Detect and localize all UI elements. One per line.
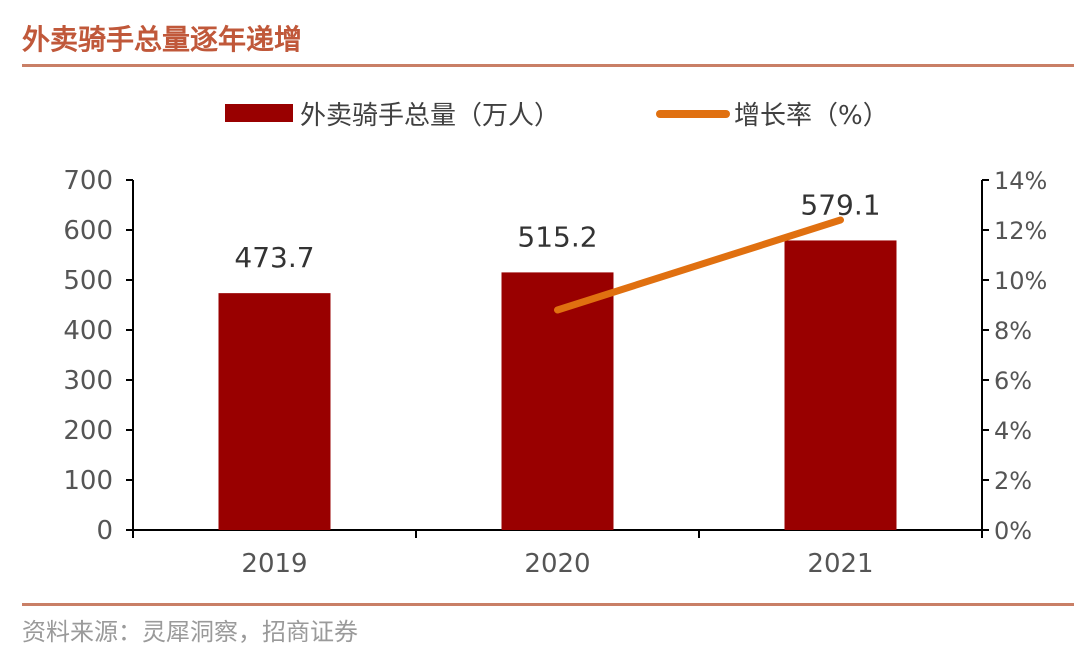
chart-title: 外卖骑手总量逐年递增 — [22, 23, 303, 56]
bar-data-label: 579.1 — [800, 188, 880, 221]
bar — [784, 240, 897, 530]
bar — [218, 293, 331, 530]
y-right-tick-label: 4% — [994, 417, 1032, 445]
y-left-tick-label: 100 — [63, 466, 113, 496]
title-divider — [22, 64, 1074, 67]
y-left-tick-label: 200 — [63, 416, 113, 446]
y-right-tick-label: 2% — [994, 467, 1032, 495]
x-tick-label: 2021 — [807, 549, 873, 579]
footer-divider — [22, 603, 1074, 606]
y-left-tick-label: 600 — [63, 216, 113, 246]
x-tick-label: 2020 — [524, 549, 590, 579]
y-left-tick-label: 400 — [63, 316, 113, 346]
legend-line-label: 增长率（%） — [734, 101, 889, 131]
y-right-tick-label: 0% — [994, 517, 1032, 545]
y-left-tick-label: 700 — [63, 166, 113, 196]
legend-bar-swatch — [225, 104, 293, 122]
bar-data-label: 515.2 — [517, 220, 597, 253]
bar-data-label: 473.7 — [234, 241, 314, 274]
line-series — [554, 216, 844, 314]
y-left-tick-label: 300 — [63, 366, 113, 396]
y-right-tick-label: 12% — [994, 217, 1047, 245]
y-right-tick-label: 8% — [994, 317, 1032, 345]
combo-chart: 外卖骑手总量（万人） 增长率（%） 0 100 200 300 400 500 600 700… — [63, 101, 1047, 579]
legend-bar-label: 外卖骑手总量（万人） — [300, 101, 560, 131]
y-left-tick-label: 500 — [63, 266, 113, 296]
legend: 外卖骑手总量（万人） 增长率（%） — [225, 101, 889, 131]
source-note: 资料来源：灵犀洞察，招商证券 — [22, 618, 358, 646]
x-tick-label: 2019 — [241, 549, 307, 579]
bar — [501, 272, 614, 530]
bar-series — [218, 240, 897, 530]
axes: 0 100 200 300 400 500 600 700 0% 2% 4% 6% 8% 10% 12% 14… — [63, 166, 1047, 579]
y-right-tick-label: 6% — [994, 367, 1032, 395]
y-left-tick-label: 0 — [96, 516, 113, 546]
y-right-tick-label: 10% — [994, 267, 1047, 295]
y-right-tick-label: 14% — [994, 167, 1047, 195]
data-labels: 473.7 515.2 579.1 — [234, 188, 880, 274]
growth-rate-line — [554, 216, 844, 314]
